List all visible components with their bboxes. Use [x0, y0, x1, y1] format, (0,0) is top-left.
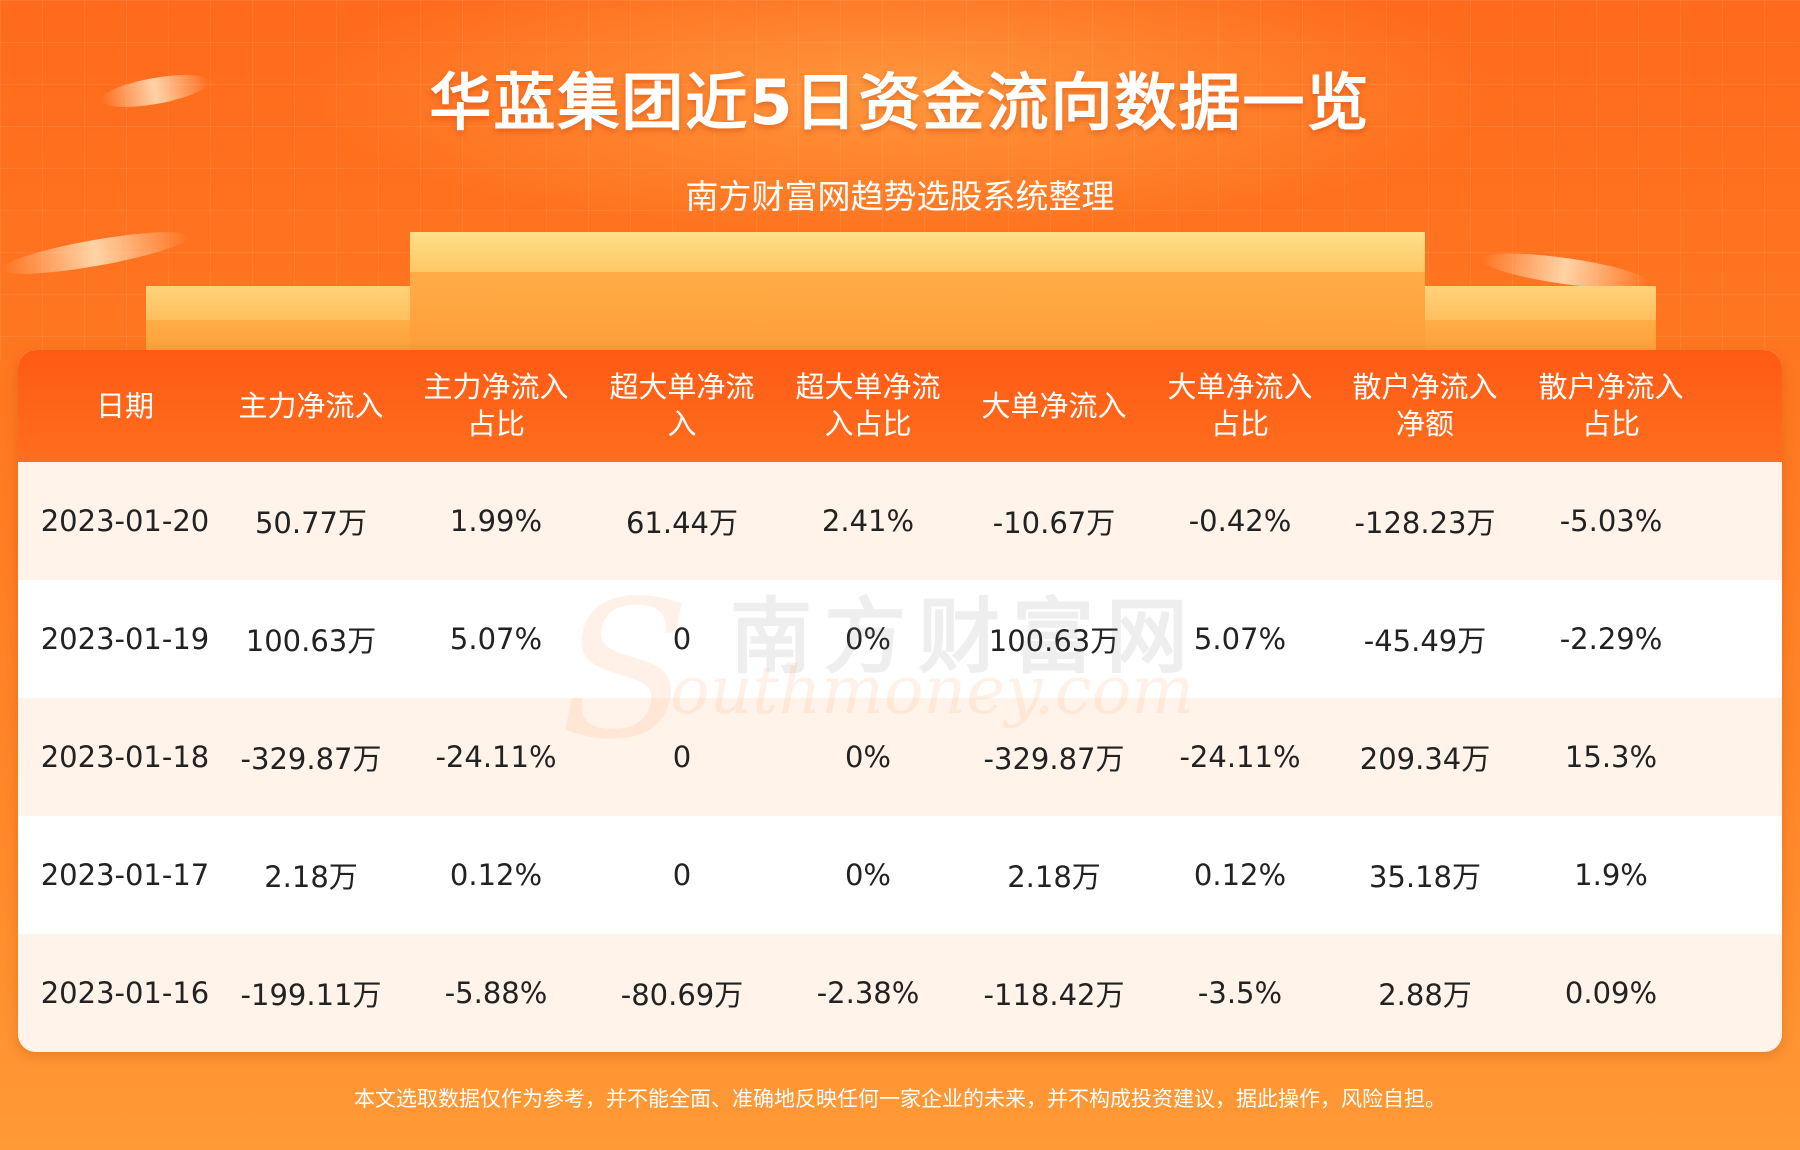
table-cell: -2.38%: [816, 976, 920, 1010]
table-header: 日期 主力净流入 主力净流入 占比 超大单净流 入超大单净流 入占比 大单净流入 大单净流…: [18, 350, 1782, 462]
page-title: 华蓝集团近5日资金流向数据一览: [429, 66, 1371, 139]
table-cell: -329.87万: [240, 742, 382, 776]
table-cell: 2023-01-16: [40, 976, 210, 1010]
table-cell: 100.63万: [245, 624, 377, 658]
fund-flow-table: 日期 主力净流入 主力净流入 占比 超大单净流 入超大单净流 入占比 大单净流入 大单净流…: [18, 350, 1782, 1052]
table-cell: 0: [672, 740, 692, 774]
table-row: 2023-01-16 -199.11万 -5.88% -80.69万 -2.38% -11…: [18, 934, 1782, 1052]
table-cell: 2023-01-19: [40, 622, 210, 656]
table-cell: 5.07%: [1193, 622, 1287, 656]
page-subtitle: 南方财富网趋势选股系统整理: [685, 177, 1115, 216]
table-cell: 35.18万: [1368, 860, 1482, 894]
table-cell: -80.69万: [620, 978, 744, 1012]
table-cell: 0%: [844, 622, 891, 656]
table-cell: 100.63万: [988, 624, 1120, 658]
table-cell: -0.42%: [1188, 504, 1292, 538]
table-cell: -2.29%: [1559, 622, 1663, 656]
table-cell: -329.87万: [983, 742, 1125, 776]
table-cell: 2023-01-20: [40, 504, 210, 538]
table-cell: 2023-01-17: [40, 858, 210, 892]
table-cell: 0%: [844, 858, 891, 892]
column-header: 散户净流入 净额: [1352, 370, 1498, 441]
table-cell: -5.03%: [1559, 504, 1663, 538]
table-cell: 2.41%: [821, 504, 915, 538]
column-header: 散户净流入 占比: [1538, 370, 1684, 441]
table-cell: 1.99%: [449, 504, 543, 538]
column-header: 主力净流入: [238, 388, 384, 423]
table-cell: 2023-01-18: [40, 740, 210, 774]
table-cell: 0.12%: [1193, 858, 1287, 892]
decor-podium-center: [410, 232, 1425, 366]
table-cell: 0: [672, 622, 692, 656]
background-glow: [300, 0, 1500, 240]
table-cell: -199.11万: [240, 978, 382, 1012]
table-cell: 2.18万: [1007, 860, 1101, 894]
column-header: 超大单净流 入: [609, 370, 755, 441]
table-cell: -24.11%: [435, 740, 557, 774]
table-cell: 61.44万: [625, 506, 739, 540]
table-cell: 50.77万: [254, 506, 368, 540]
column-header: 日期: [95, 388, 154, 423]
table-cell: 5.07%: [449, 622, 543, 656]
table-row: 2023-01-19 100.63万 5.07% 0 0% 100.63万 5.07% -45…: [18, 580, 1782, 698]
table-cell: 0: [672, 858, 692, 892]
table-row: 2023-01-17 2.18万 0.12% 0 0% 2.18万 0.12% 35.18万 1…: [18, 816, 1782, 934]
table-cell: 0.12%: [449, 858, 543, 892]
table-row: 2023-01-20 50.77万 1.99% 61.44万 2.41% -10.67万 -…: [18, 462, 1782, 580]
table-cell: 0.09%: [1564, 976, 1658, 1010]
column-header: 大单净流入 占比: [1167, 370, 1313, 441]
table-cell: -3.5%: [1197, 976, 1283, 1010]
column-header: 主力净流入 占比: [423, 370, 569, 441]
table-cell: 2.88万: [1378, 978, 1472, 1012]
table-cell: 0%: [844, 740, 891, 774]
table-cell: -10.67万: [992, 506, 1116, 540]
footer-disclaimer: 本文选取数据仅作为参考，并不能全面、准确地反映任何一家企业的未来，并不构成投资建…: [354, 1087, 1446, 1111]
table-cell: -24.11%: [1179, 740, 1301, 774]
column-header: 超大单净流 入占比: [795, 370, 941, 441]
table-cell: 2.18万: [264, 860, 358, 894]
table-cell: 1.9%: [1574, 858, 1648, 892]
table-cell: -118.42万: [983, 978, 1125, 1012]
table-cell: -5.88%: [444, 976, 548, 1010]
table-row: 2023-01-18 -329.87万 -24.11% 0 0% -329.87万 -24.…: [18, 698, 1782, 816]
table-cell: -45.49万: [1363, 624, 1487, 658]
table-cell: 15.3%: [1564, 740, 1658, 774]
column-header: 大单净流入: [981, 388, 1127, 423]
table-cell: 209.34万: [1359, 742, 1491, 776]
table-cell: -128.23万: [1354, 506, 1496, 540]
